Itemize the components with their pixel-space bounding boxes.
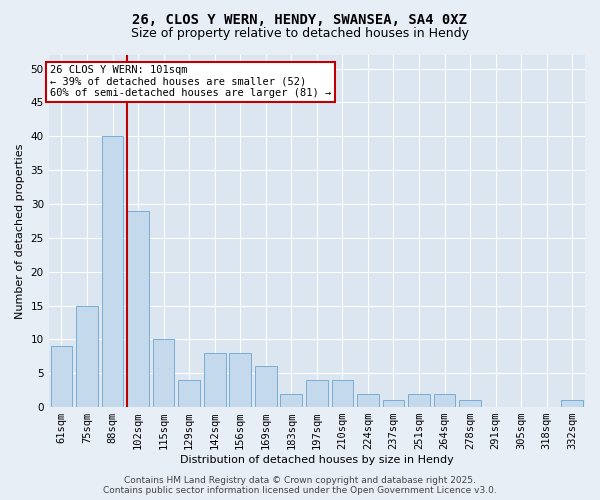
Bar [101,136,124,407]
Text: 26 CLOS Y WERN: 101sqm
← 39% of detached houses are smaller (52)
60% of semi-det: 26 CLOS Y WERN: 101sqm ← 39% of detached… [50,65,331,98]
Text: Size of property relative to detached houses in Hendy: Size of property relative to detached ho… [131,28,469,40]
Bar [408,394,430,407]
X-axis label: Distribution of detached houses by size in Hendy: Distribution of detached houses by size … [180,455,454,465]
Bar [127,210,149,407]
Bar [255,366,277,407]
Bar [459,400,481,407]
Bar [306,380,328,407]
Bar [178,380,200,407]
Bar [357,394,379,407]
Bar [153,340,175,407]
Bar [280,394,302,407]
Bar [383,400,404,407]
Bar [332,380,353,407]
Y-axis label: Number of detached properties: Number of detached properties [15,144,25,318]
Bar [50,346,72,407]
Text: Contains HM Land Registry data © Crown copyright and database right 2025.
Contai: Contains HM Land Registry data © Crown c… [103,476,497,495]
Bar [562,400,583,407]
Text: 26, CLOS Y WERN, HENDY, SWANSEA, SA4 0XZ: 26, CLOS Y WERN, HENDY, SWANSEA, SA4 0XZ [133,12,467,26]
Bar [229,353,251,407]
Bar [204,353,226,407]
Bar [434,394,455,407]
Bar [76,306,98,407]
